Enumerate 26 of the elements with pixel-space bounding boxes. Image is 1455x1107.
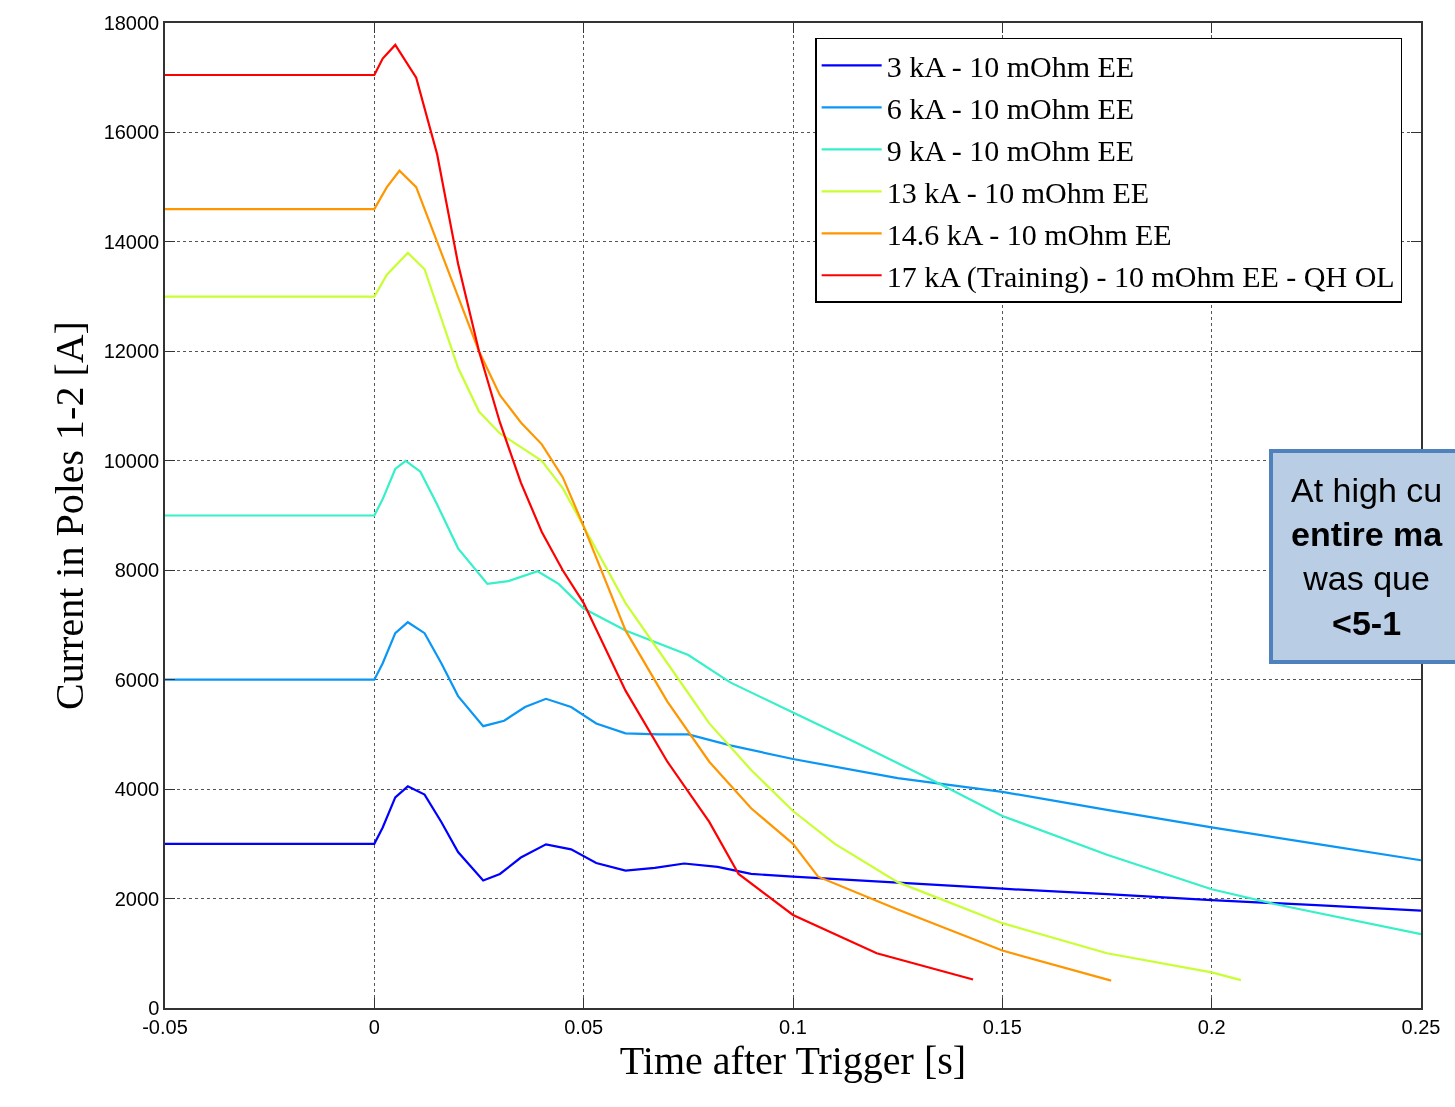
x-tick-label: 0.15 bbox=[982, 1015, 1022, 1038]
legend-label: 14.6 kA - 10 mOhm EE bbox=[886, 217, 1172, 251]
y-tick-label: 16000 bbox=[103, 121, 160, 144]
line-series bbox=[165, 251, 1243, 982]
y-tick-label: 12000 bbox=[103, 340, 160, 363]
legend-label: 9 kA - 10 mOhm EE bbox=[886, 133, 1135, 167]
y-tick-label: 2000 bbox=[114, 887, 160, 910]
legend-label: 6 kA - 10 mOhm EE bbox=[886, 91, 1135, 125]
y-tick-label: 10000 bbox=[103, 449, 160, 472]
x-tick-label: 0.1 bbox=[779, 1015, 807, 1038]
y-tick-label: 6000 bbox=[114, 668, 160, 691]
legend-label: 13 kA - 10 mOhm EE bbox=[886, 175, 1150, 209]
legend-label: 17 kA (Training) - 10 mOhm EE - QH OL bbox=[886, 259, 1395, 294]
x-tick-label: 0.05 bbox=[564, 1015, 604, 1038]
y-tick-label: 4000 bbox=[114, 778, 160, 801]
x-tick-label: 0.2 bbox=[1197, 1015, 1226, 1038]
x-tick-label: 0.25 bbox=[1401, 1015, 1441, 1038]
x-axis-title: Time after Trigger [s] bbox=[619, 1037, 967, 1083]
legend-label: 3 kA - 10 mOhm EE bbox=[886, 49, 1135, 83]
y-tick-label: 14000 bbox=[103, 230, 160, 253]
annotation: At high cu entire ma was que <5-1 bbox=[1291, 471, 1444, 642]
y-tick-label: 18000 bbox=[103, 12, 160, 34]
y-tick-label: 8000 bbox=[114, 559, 160, 582]
line-series bbox=[165, 785, 1421, 912]
x-tick-label: 0 bbox=[368, 1015, 380, 1038]
y-axis-title: Current in Poles 1-2 [A] bbox=[46, 321, 92, 710]
